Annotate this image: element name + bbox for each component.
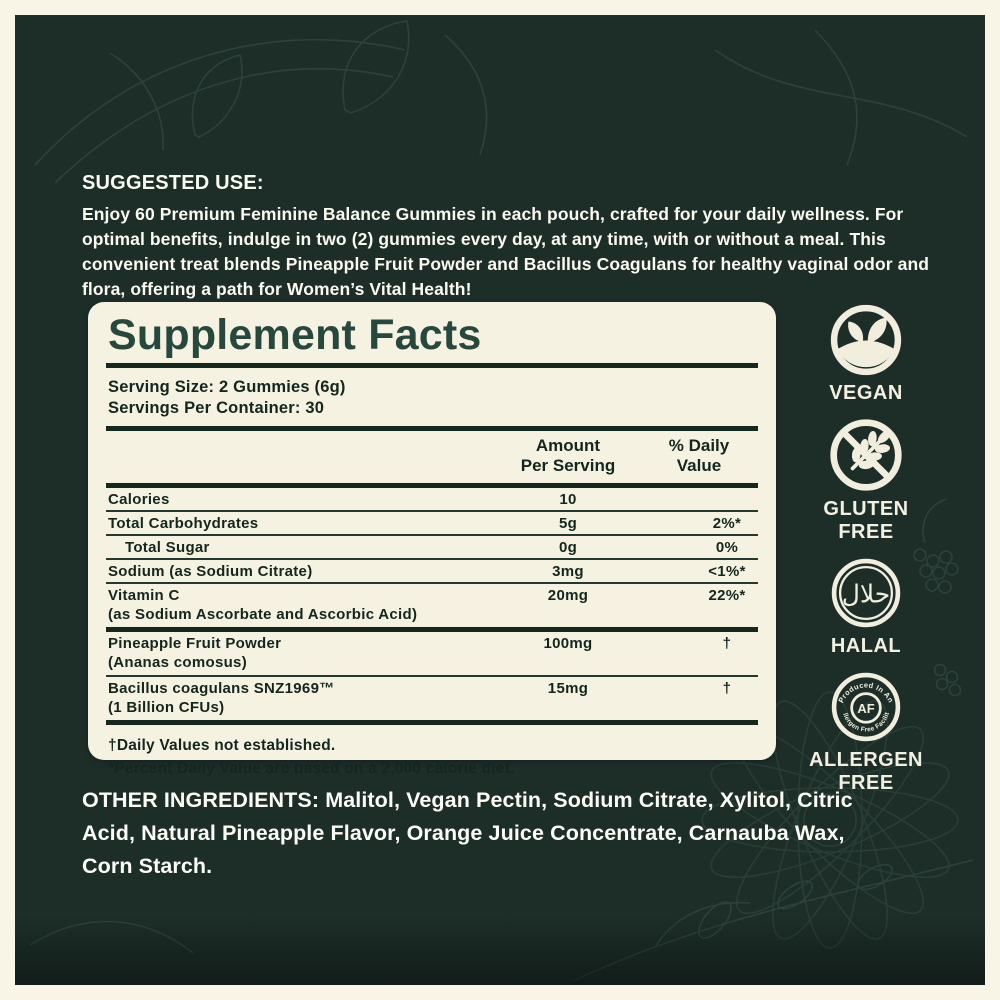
badge-allergen-free-label: ALLERGEN FREE [809, 749, 923, 794]
suggested-use-section: SUGGESTED USE: Enjoy 60 Premium Feminine… [82, 172, 948, 302]
certification-badges: VEGAN GLUTEN FREE [809, 303, 923, 795]
facts-title: Supplement Facts [108, 311, 482, 359]
servings-per-container: Servings Per Container: 30 [108, 399, 325, 417]
footnote-dagger: †Daily Values not established. [108, 737, 336, 754]
facts-row-pineapple: Pineapple Fruit Powder (Ananas comosus) … [106, 632, 758, 677]
thick-rule [106, 426, 758, 431]
badge-vegan-label: VEGAN [829, 382, 903, 404]
facts-header-row: Amount Per Serving % Daily Value [106, 431, 758, 488]
col-amount-header: Amount Per Serving [520, 436, 616, 475]
facts-row-calories: Calories 10 [106, 488, 758, 512]
badge-gluten-free-label: GLUTEN FREE [823, 498, 909, 543]
bottom-shade [15, 915, 985, 985]
other-ingredients-section: OTHER INGREDIENTS: Malitol, Vegan Pectin… [82, 784, 894, 883]
facts-footnotes: †Daily Values not established. *Percent … [106, 734, 758, 780]
col-daily-value-header: % Daily Value [668, 436, 730, 475]
other-ingredients-body: Malitol, Vegan Pectin, Sodium Citrate, X… [82, 788, 853, 878]
footnote-percent: *Percent Daily Value are based on a 2,00… [108, 760, 515, 777]
badge-vegan: VEGAN [829, 303, 903, 405]
badge-halal-label: HALAL [830, 635, 902, 657]
badge-allergen-free: AF Produced In An Allergen Free Facility… [809, 670, 923, 795]
title-rule [106, 363, 758, 368]
badge-halal: حلال HALAL [829, 556, 903, 658]
facts-row-carbohydrates: Total Carbohydrates 5g 2%* [106, 512, 758, 536]
halal-arabic-text: حلال [842, 579, 890, 608]
allergen-free-icon: AF Produced In An Allergen Free Facility [829, 670, 901, 742]
facts-row-sodium: Sodium (as Sodium Citrate) 3mg <1%* [106, 560, 758, 584]
gluten-free-icon [830, 419, 902, 491]
suggested-use-body: Enjoy 60 Premium Feminine Balance Gummie… [82, 204, 930, 299]
supplement-facts-panel: Supplement Facts Serving Size: 2 Gummies… [88, 302, 776, 777]
facts-row-bacillus: Bacillus coagulans SNZ1969™ (1 Billion C… [106, 677, 758, 725]
serving-size: Serving Size: 2 Gummies (6g) [108, 378, 346, 396]
halal-icon: حلال [831, 558, 901, 628]
facts-row-total-sugar: Total Sugar 0g 0% [106, 536, 758, 560]
facts-row-vitamin-c: Vitamin C (as Sodium Ascorbate and Ascor… [106, 584, 758, 632]
vegan-leaves-icon [830, 304, 902, 376]
other-ingredients-heading: OTHER INGREDIENTS: [82, 788, 320, 812]
suggested-use-heading: SUGGESTED USE: [82, 172, 264, 194]
allergen-free-af-text: AF [857, 701, 874, 716]
badge-gluten-free: GLUTEN FREE [823, 417, 908, 544]
